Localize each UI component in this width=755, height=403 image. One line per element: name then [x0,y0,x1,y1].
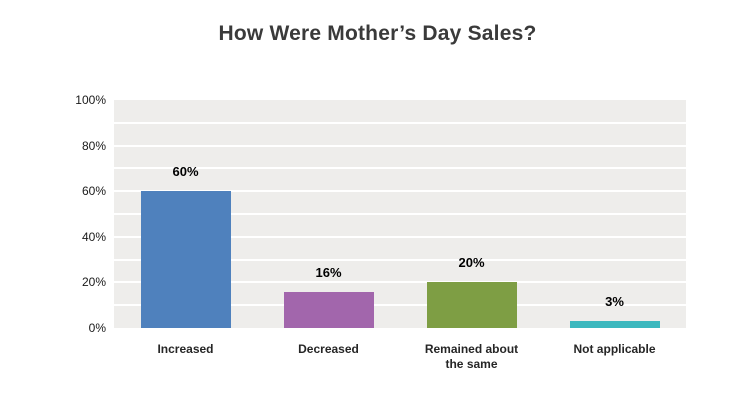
y-tick-label: 20% [81,275,106,290]
x-category-label: Decreased [298,342,359,356]
y-tick-label: 80% [81,138,106,153]
bar-value-label: 60% [172,164,199,180]
bar-value-label: 20% [458,255,485,271]
plot-area: 60% 16% 20% 3% [114,100,686,328]
bar-remained-about-the-same [426,282,517,328]
bar-value-label: 3% [605,294,624,310]
gridline [114,167,686,170]
x-category-label: Increased [157,342,214,356]
gridline [114,281,686,284]
bar-value-label: 16% [315,264,342,280]
gridline [114,304,686,307]
y-tick-label: 40% [81,229,106,244]
chart-title: How Were Mother’s Day Sales? [218,22,537,45]
gridline [114,213,686,215]
x-category-label: Not applicable [573,342,656,356]
gridline [114,258,686,261]
gridline [114,235,686,238]
x-category-label: Remained about the same [424,342,519,371]
x-axis: Increased Decreased Remained about the sam… [114,342,686,382]
y-tick-label: 100% [75,93,106,107]
y-tick-label: 60% [81,184,106,199]
bar-increased [140,191,231,328]
gridline [114,190,686,193]
y-tick-label: 0% [88,321,106,335]
gridline [114,121,686,124]
gridline [114,144,686,147]
bar-not-applicable [569,321,660,328]
bar-decreased [283,291,374,328]
y-axis: 0% 20% 40% 60% 80% 100% [0,0,106,403]
